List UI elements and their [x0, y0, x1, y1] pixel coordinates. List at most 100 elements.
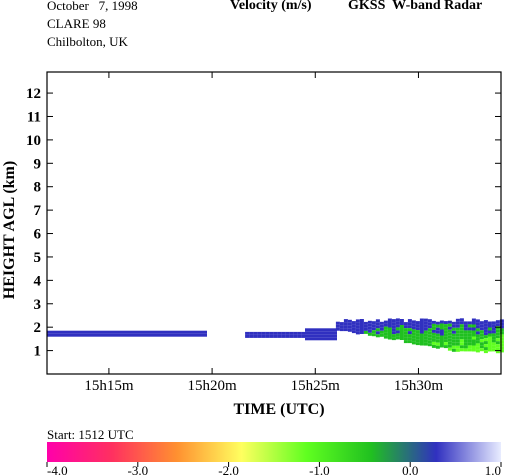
echo-cell — [91, 330, 95, 334]
echo-cell — [467, 321, 472, 325]
echo-cell — [191, 333, 195, 337]
echo-cell — [99, 333, 103, 337]
echo-cell — [439, 326, 444, 330]
echo-cell — [317, 334, 321, 338]
echo-cell — [171, 330, 175, 334]
echo-cell — [479, 327, 484, 331]
y-axis-label: HEIGHT AGL (km) — [1, 161, 18, 299]
echo-cell — [379, 321, 384, 325]
echo-cell — [459, 342, 464, 346]
echo-cell — [75, 330, 79, 334]
echo-cell — [463, 330, 468, 334]
echo-cell — [359, 319, 364, 322]
echo-cell — [427, 319, 432, 323]
echo-cell — [47, 330, 51, 334]
echo-cell — [491, 321, 496, 325]
echo-cell — [407, 322, 412, 326]
y-tick-label: 10 — [26, 133, 41, 149]
echo-cell — [483, 323, 488, 327]
echo-cell — [249, 334, 254, 338]
echo-cell — [463, 342, 468, 346]
echo-cell — [403, 337, 408, 341]
echo-cell — [431, 332, 436, 336]
y-tick-label: 4 — [34, 273, 42, 289]
y-tick-label: 12 — [26, 86, 41, 102]
echo-cell — [419, 333, 424, 337]
echo-cell — [131, 333, 135, 337]
echo-cell — [423, 342, 428, 346]
echo-cell — [203, 330, 207, 334]
echo-cell — [347, 325, 352, 329]
echo-cell — [471, 324, 476, 328]
echo-cell — [399, 337, 404, 340]
echo-cell — [491, 336, 496, 340]
echo-cell — [159, 330, 163, 334]
echo-cell — [269, 334, 274, 338]
echo-cell — [431, 338, 436, 342]
echo-cell — [499, 328, 504, 332]
echo-cell — [187, 333, 191, 337]
echo-cell — [495, 344, 500, 348]
echo-cell — [467, 339, 472, 343]
echo-cell — [423, 327, 428, 331]
echo-cell — [427, 340, 432, 344]
echo-cell — [111, 333, 115, 337]
echo-cell — [483, 326, 488, 330]
echo-cell — [71, 330, 75, 334]
echo-cell — [463, 333, 468, 337]
echo-cell — [351, 321, 356, 325]
echo-cell — [375, 328, 380, 332]
echo-cell — [83, 330, 87, 334]
echo-cell — [447, 341, 452, 345]
echo-cell — [123, 330, 127, 334]
echo-cell — [491, 342, 496, 346]
echo-cell — [335, 321, 340, 325]
echo-cell — [443, 336, 448, 340]
echo-cell — [313, 337, 317, 341]
echo-cell — [309, 334, 313, 338]
echo-cell — [395, 321, 400, 325]
echo-cell — [313, 328, 317, 332]
echo-cell — [285, 331, 290, 335]
echo-cell — [355, 319, 360, 323]
echo-cell — [491, 330, 496, 334]
echo-cell — [167, 333, 171, 337]
echo-cell — [399, 319, 404, 322]
echo-cell — [63, 330, 67, 334]
echo-cell — [499, 346, 504, 350]
echo-cell — [423, 318, 428, 322]
echo-cell — [309, 331, 313, 335]
echo-cell — [415, 324, 420, 328]
echo-cell — [423, 321, 428, 325]
echo-cell — [383, 323, 388, 327]
echo-cell — [483, 344, 488, 348]
echo-cell — [367, 320, 372, 324]
echo-cell — [321, 331, 325, 335]
echo-cell — [313, 334, 317, 338]
echo-cell — [419, 330, 424, 334]
echo-cell — [305, 328, 309, 332]
echo-cell — [339, 328, 344, 332]
echo-cell — [435, 345, 440, 349]
echo-cell — [443, 339, 448, 343]
echo-cell — [305, 331, 309, 335]
echo-cell — [95, 333, 99, 337]
echo-cell — [479, 339, 484, 343]
echo-cell — [343, 322, 348, 326]
echo-cell — [321, 337, 325, 341]
echo-cell — [431, 320, 436, 324]
echo-cell — [475, 322, 480, 326]
echo-cell — [483, 350, 488, 354]
echo-cell — [499, 322, 504, 326]
echo-cell — [495, 341, 500, 345]
x-axis-label: TIME (UTC) — [233, 401, 324, 418]
echo-cell — [443, 321, 448, 325]
echo-cell — [343, 319, 348, 323]
echo-cell — [107, 330, 111, 334]
echo-cell — [351, 330, 356, 334]
echo-cell — [491, 345, 496, 349]
y-tick-label: 1 — [34, 344, 42, 360]
echo-cell — [257, 331, 262, 335]
echo-cell — [179, 333, 183, 337]
y-tick-label: 3 — [34, 297, 42, 313]
